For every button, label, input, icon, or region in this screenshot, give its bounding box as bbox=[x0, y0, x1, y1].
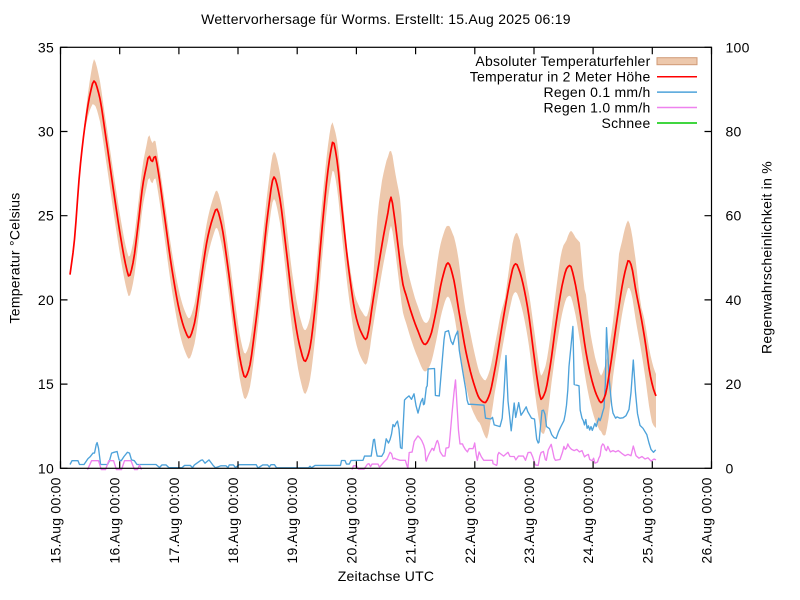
svg-text:23.Aug 00:00: 23.Aug 00:00 bbox=[521, 477, 537, 563]
svg-text:22.Aug 00:00: 22.Aug 00:00 bbox=[462, 477, 478, 563]
svg-text:15.Aug 00:00: 15.Aug 00:00 bbox=[48, 477, 64, 563]
svg-text:40: 40 bbox=[726, 292, 742, 308]
svg-text:Wettervorhersage für Worms. Er: Wettervorhersage für Worms. Erstellt: 15… bbox=[201, 11, 571, 27]
svg-text:Regen 1.0 mm/h: Regen 1.0 mm/h bbox=[544, 100, 651, 116]
svg-text:80: 80 bbox=[726, 124, 742, 140]
svg-text:20.Aug 00:00: 20.Aug 00:00 bbox=[343, 477, 359, 563]
svg-text:20: 20 bbox=[38, 292, 54, 308]
svg-text:60: 60 bbox=[726, 208, 742, 224]
svg-text:25.Aug 00:00: 25.Aug 00:00 bbox=[639, 477, 655, 563]
svg-text:Regenwahrscheinlichkeit in %: Regenwahrscheinlichkeit in % bbox=[759, 161, 775, 354]
svg-text:Temperatur in 2 Meter Höhe: Temperatur in 2 Meter Höhe bbox=[470, 69, 651, 85]
svg-text:100: 100 bbox=[726, 39, 750, 55]
svg-text:19.Aug 00:00: 19.Aug 00:00 bbox=[284, 477, 300, 563]
svg-text:30: 30 bbox=[38, 124, 54, 140]
svg-text:Schnee: Schnee bbox=[602, 115, 651, 131]
svg-text:25: 25 bbox=[38, 208, 54, 224]
svg-text:Temperatur °Celsius: Temperatur °Celsius bbox=[7, 193, 23, 324]
svg-text:Regen 0.1 mm/h: Regen 0.1 mm/h bbox=[544, 84, 651, 100]
svg-text:20: 20 bbox=[726, 376, 742, 392]
svg-text:Absoluter Temperaturfehler: Absoluter Temperaturfehler bbox=[475, 53, 650, 69]
svg-text:16.Aug 00:00: 16.Aug 00:00 bbox=[107, 477, 123, 563]
svg-text:15: 15 bbox=[38, 376, 54, 392]
svg-text:0: 0 bbox=[726, 460, 734, 476]
svg-text:35: 35 bbox=[38, 39, 54, 55]
svg-text:24.Aug 00:00: 24.Aug 00:00 bbox=[580, 477, 596, 563]
svg-text:18.Aug 00:00: 18.Aug 00:00 bbox=[225, 477, 241, 563]
svg-text:26.Aug 00:00: 26.Aug 00:00 bbox=[699, 477, 715, 563]
svg-text:17.Aug 00:00: 17.Aug 00:00 bbox=[166, 477, 182, 563]
svg-text:21.Aug 00:00: 21.Aug 00:00 bbox=[403, 477, 419, 563]
svg-text:10: 10 bbox=[38, 460, 54, 476]
svg-text:Zeitachse UTC: Zeitachse UTC bbox=[338, 568, 435, 584]
